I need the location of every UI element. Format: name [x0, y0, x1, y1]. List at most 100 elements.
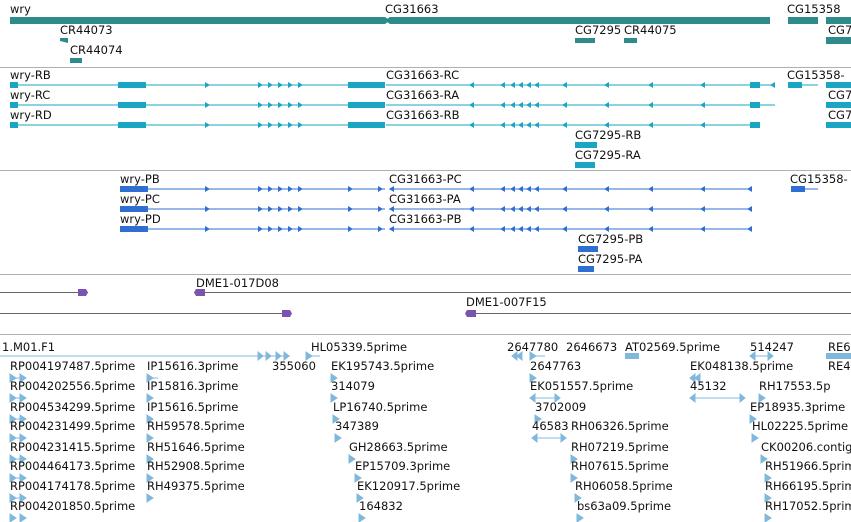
- transcript-label-wry-rc[interactable]: wry-RC: [10, 88, 50, 102]
- est-label[interactable]: RH59578.5prime: [147, 419, 245, 433]
- transcript-label-cg7295-rb[interactable]: CG7295-RB: [575, 128, 641, 142]
- est-label[interactable]: RP004202556.5prime: [10, 379, 135, 393]
- transcript-label-cg7295-ra[interactable]: CG7295-RA: [575, 148, 641, 162]
- est-label[interactable]: IP15616.5prime: [147, 400, 238, 414]
- est-label[interactable]: 3702009: [535, 400, 586, 414]
- gene-label-cr44073[interactable]: CR44073: [60, 23, 113, 37]
- est-label[interactable]: RP004534299.5prime: [10, 400, 135, 414]
- est-label[interactable]: HL05339.5prime: [311, 340, 407, 354]
- est-label[interactable]: RH66195.5prim: [765, 479, 851, 493]
- est-label[interactable]: 164832: [359, 499, 403, 513]
- gene-label-cg15358[interactable]: CG15358: [787, 2, 841, 16]
- est-label[interactable]: CK00206.contig: [761, 440, 851, 454]
- est-label[interactable]: RH49375.5prime: [147, 479, 245, 493]
- est-label[interactable]: RH17553.5p: [759, 379, 831, 393]
- gene-label-cr44075[interactable]: CR44075: [624, 23, 677, 37]
- transcript-wry-rb[interactable]: [10, 82, 385, 88]
- est-label[interactable]: RP004464173.5prime: [10, 459, 135, 473]
- est-label[interactable]: RP004231499.5prime: [10, 419, 135, 433]
- transcript-label-cg31663-rb[interactable]: CG31663-RB: [386, 108, 460, 122]
- transcript-label-cg31663-ra[interactable]: CG31663-RA: [386, 88, 459, 102]
- gene-bar-wry[interactable]: [10, 17, 385, 24]
- protein-label-cg31663-pc[interactable]: CG31663-PC: [389, 172, 462, 186]
- est-label[interactable]: RE4: [828, 359, 851, 373]
- gene-bar-cg31663[interactable]: [390, 17, 770, 24]
- gene-label-cg7295[interactable]: CG7295: [575, 23, 621, 37]
- est-label[interactable]: RH17052.5prim: [765, 499, 851, 513]
- gene-bar-cg15358[interactable]: [788, 17, 818, 24]
- gene-label-cr44074[interactable]: CR44074: [70, 43, 123, 57]
- gene-bar-cr44073[interactable]: [60, 38, 68, 43]
- bac-clone-dme1-007f15[interactable]: [465, 310, 851, 317]
- est-label[interactable]: bs63a09.5prime: [577, 499, 671, 513]
- protein-label-cg7295-pb[interactable]: CG7295-PB: [578, 232, 643, 246]
- est-label[interactable]: LP16740.5prime: [333, 400, 427, 414]
- est-label[interactable]: EP15709.3prime: [355, 459, 450, 473]
- protein-label-cg31663-pa[interactable]: CG31663-PA: [389, 192, 461, 206]
- est-label[interactable]: RH52908.5prime: [147, 459, 245, 473]
- est-label[interactable]: 2647763: [530, 359, 581, 373]
- gene-bar-cr44074[interactable]: [70, 58, 82, 63]
- transcript-wry-rd[interactable]: [10, 122, 385, 128]
- protein-label-cg15358[interactable]: CG15358-: [790, 172, 848, 186]
- transcript-cg15358[interactable]: [788, 82, 818, 88]
- est-label[interactable]: 514247: [750, 340, 794, 354]
- protein-wry-pb[interactable]: [120, 186, 385, 192]
- est-label[interactable]: EK051557.5prime: [530, 379, 633, 393]
- transcript-label-wry-rb[interactable]: wry-RB: [10, 68, 51, 82]
- transcript-cg7295-ra[interactable]: [575, 162, 595, 168]
- transcript-cg31663-ra[interactable]: [386, 102, 775, 108]
- bac-clone-left[interactable]: [0, 289, 88, 296]
- protein-cg7295-pb[interactable]: [578, 246, 598, 252]
- est-label[interactable]: RH06058.5prime: [575, 479, 673, 493]
- est-label[interactable]: RH07219.5prime: [571, 440, 669, 454]
- est-label[interactable]: RH51966.5prim: [765, 459, 851, 473]
- est-label[interactable]: 314079: [331, 379, 375, 393]
- est-label[interactable]: EP18935.3prime: [750, 400, 845, 414]
- est-label[interactable]: RE6: [828, 340, 851, 354]
- est-label[interactable]: IP15616.3prime: [147, 359, 238, 373]
- est-label[interactable]: EK195743.5prime: [331, 359, 434, 373]
- est-label[interactable]: EK120917.5prime: [357, 479, 460, 493]
- protein-label-wry-pc[interactable]: wry-PC: [120, 192, 160, 206]
- protein-wry-pc[interactable]: [120, 206, 385, 212]
- protein-cg15358[interactable]: [791, 186, 818, 192]
- est-label[interactable]: 355060: [272, 359, 316, 373]
- est-label[interactable]: AT02569.5prime: [625, 340, 720, 354]
- transcript-label-wry-rd[interactable]: wry-RD: [10, 108, 52, 122]
- transcript-label-cg31663-rc[interactable]: CG31663-RC: [386, 68, 459, 82]
- transcript-cg31663-rb[interactable]: [386, 122, 760, 128]
- bac-clone-left-2[interactable]: [0, 310, 292, 317]
- protein-label-cg7295-pa[interactable]: CG7295-PA: [578, 252, 643, 266]
- gene-bar-cg7295[interactable]: [575, 38, 595, 43]
- est-label[interactable]: 2647780: [507, 340, 558, 354]
- est-label[interactable]: RH07615.5prime: [571, 459, 669, 473]
- est-label[interactable]: RH06326.5prime: [571, 419, 669, 433]
- gene-bar-cr44075[interactable]: [624, 38, 637, 43]
- gene-bar-cg15358-right[interactable]: [826, 17, 851, 24]
- protein-label-wry-pb[interactable]: wry-PB: [120, 172, 160, 186]
- protein-label-wry-pd[interactable]: wry-PD: [120, 212, 161, 226]
- est-label[interactable]: EK048138.5prime: [690, 359, 793, 373]
- bac-clone-dme1-017d08[interactable]: [194, 289, 851, 296]
- transcript-label-cg15358[interactable]: CG15358-: [787, 68, 845, 82]
- bac-label-dme1-007f15[interactable]: DME1-007F15: [466, 295, 547, 309]
- transcript-cg31663-rc[interactable]: [386, 82, 775, 88]
- protein-label-cg31663-pb[interactable]: CG31663-PB: [389, 212, 462, 226]
- est-label[interactable]: RP004197487.5prime: [10, 359, 135, 373]
- gene-label-cg31663[interactable]: CG31663: [385, 2, 439, 16]
- protein-cg7295-pa[interactable]: [578, 266, 594, 272]
- est-label[interactable]: RP004231415.5prime: [10, 440, 135, 454]
- est-label[interactable]: RP004201850.5prime: [10, 499, 135, 513]
- est-label[interactable]: 46583: [532, 419, 569, 433]
- est-label[interactable]: GH28663.5prime: [349, 440, 448, 454]
- transcript-cg7295-rb[interactable]: [575, 142, 597, 148]
- transcript-partial-right[interactable]: [826, 82, 851, 128]
- est-label[interactable]: IP15816.3prime: [147, 379, 238, 393]
- bac-label-dme1-017d08[interactable]: DME1-017D08: [196, 276, 279, 290]
- est-label[interactable]: 1.M01.F1: [2, 340, 55, 354]
- gene-bar-partial[interactable]: [826, 37, 851, 44]
- transcript-wry-rc[interactable]: [10, 102, 385, 108]
- est-label[interactable]: 2646673: [566, 340, 617, 354]
- est-label[interactable]: 45132: [690, 379, 727, 393]
